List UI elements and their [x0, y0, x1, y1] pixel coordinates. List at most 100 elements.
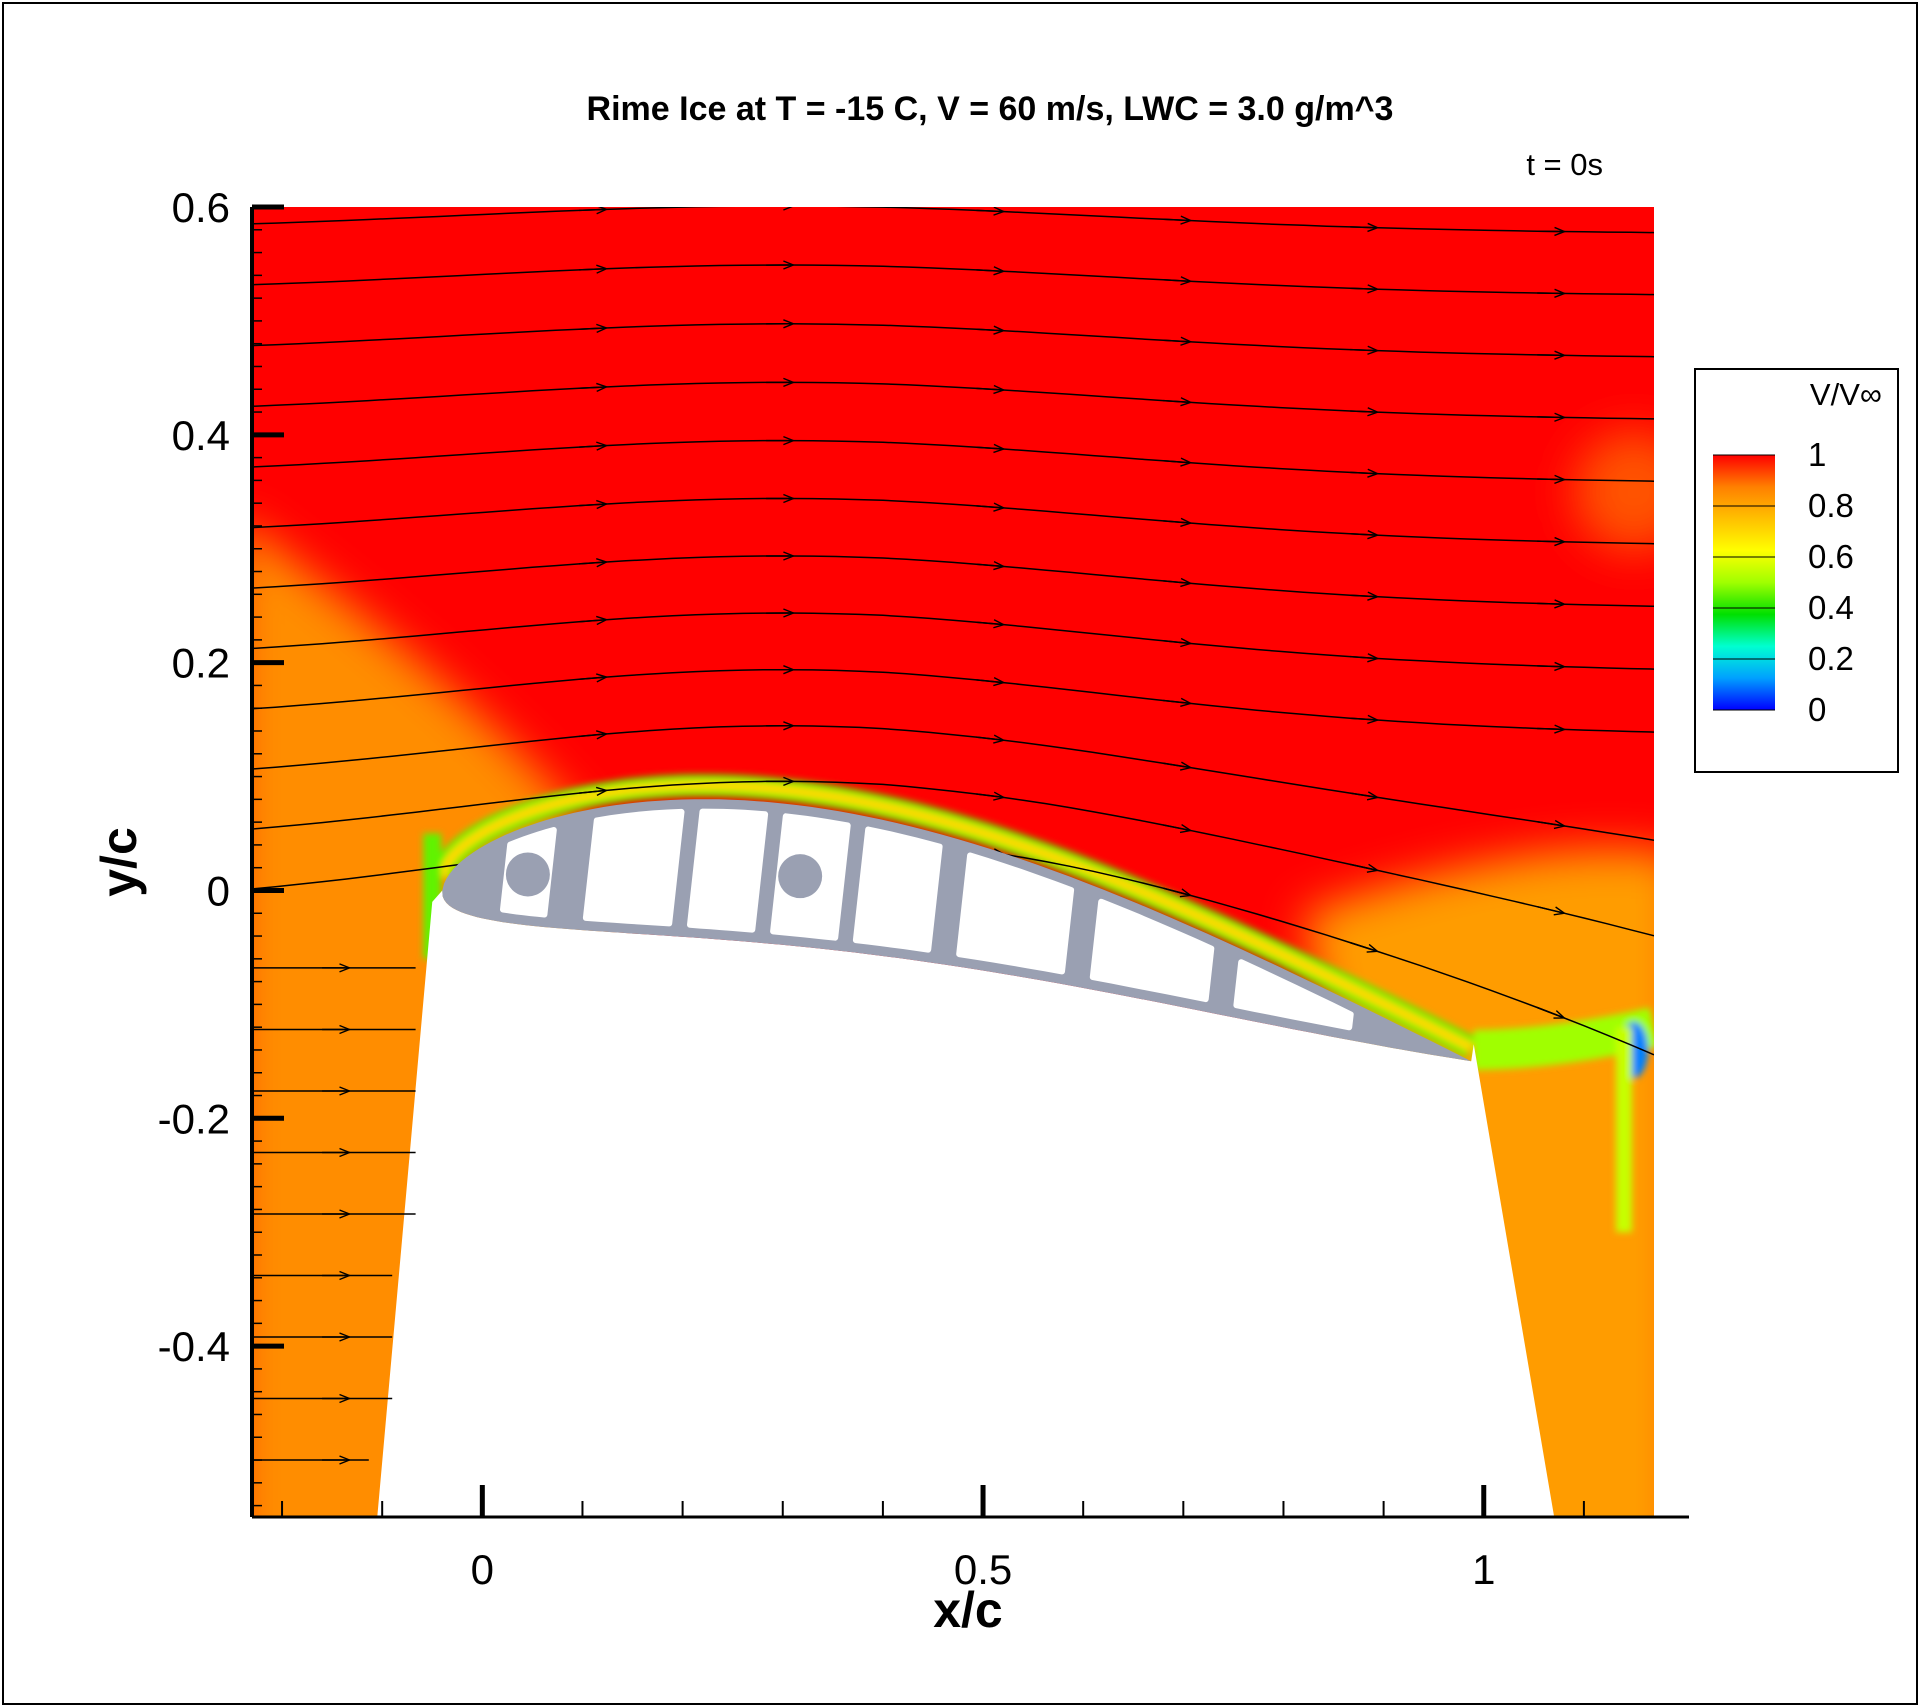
plot-area [252, 207, 1654, 1517]
streamline-arrow [976, 384, 1006, 395]
streamline-arrow [1163, 697, 1193, 708]
airfoil-cutout-hole [778, 854, 823, 899]
y-axis-label: y/c [91, 827, 147, 897]
streamline-arrow [579, 499, 609, 510]
colorbar-legend: V/V∞ 1 0.8 0.6 0.4 0.2 0 [1694, 368, 1899, 773]
streamline-arrow [579, 730, 609, 740]
time-label: t = 0s [1526, 147, 1603, 182]
shadow-region [377, 890, 1555, 1517]
streamline-arrow [1163, 215, 1193, 225]
airfoil-cutouts [500, 808, 1354, 1031]
y-tick-label: 0 [207, 867, 230, 914]
streamline [252, 555, 1654, 608]
axes: 0 0.5 1 0.6 0.4 0.2 0 -0.2 -0.4 [158, 184, 1689, 1593]
streamline-arrow [1163, 397, 1193, 407]
streamline-arrow [976, 791, 1006, 801]
x-tick-label: 1 [1472, 1546, 1495, 1593]
streamline-arrow [1163, 637, 1193, 648]
streamline-arrow [579, 786, 609, 796]
chart-title: Rime Ice at T = -15 C, V = 60 m/s, LWC =… [587, 90, 1394, 128]
streamline-arrow [579, 207, 609, 215]
streamline-arrow [1350, 791, 1380, 801]
streamline-arrow [1350, 407, 1380, 417]
streamline-arrow [579, 441, 609, 451]
airfoil-cutout [582, 808, 685, 927]
streamline-arrow [579, 673, 609, 683]
colorbar-ticks: 1 0.8 0.6 0.4 0.2 0 [1713, 436, 1854, 728]
streamline-arrow [1163, 336, 1193, 346]
streamline-arrow [1163, 577, 1193, 588]
streamline-arrow [579, 264, 609, 274]
streamline-arrow [1349, 941, 1380, 953]
streamline-arrow [1350, 284, 1380, 294]
colorbar-gradient [1713, 455, 1775, 710]
streamline [252, 725, 1654, 841]
y-tick-label: 0.6 [172, 184, 230, 231]
y-tick-label: 0.4 [172, 412, 230, 459]
streamline-arrow [579, 615, 609, 626]
streamline-arrow [579, 558, 609, 568]
streamline-arrow [1537, 474, 1567, 485]
streamline-arrow [976, 560, 1006, 571]
x-tick-label: 0.5 [954, 1546, 1012, 1593]
streamline-arrow [579, 323, 609, 334]
y-tick-label: 0.2 [172, 640, 230, 687]
colorbar-title: V/V∞ [1810, 377, 1882, 412]
streamline-arrow [976, 443, 1006, 454]
airfoil-cutout-hole [505, 852, 550, 897]
streamline-arrow [1537, 905, 1567, 916]
airfoil-cutout [687, 808, 769, 933]
streamline-arrow [976, 734, 1006, 744]
streamline-arrow [1163, 276, 1193, 286]
streamline [252, 497, 1654, 545]
colorbar-tick-label: 0.2 [1808, 640, 1854, 677]
x-axis-label: x/c [933, 1582, 1003, 1638]
streamline-arrow [976, 325, 1006, 335]
streamline [252, 381, 1654, 420]
streamline-arrow [1350, 468, 1380, 478]
streamline-arrow [1350, 653, 1380, 663]
colorbar-tick-label: 0.4 [1808, 589, 1854, 626]
streamline-arrow [1163, 887, 1193, 898]
streamline-arrow [976, 207, 1006, 216]
streamline [252, 668, 1654, 733]
streamline-arrow [1350, 222, 1380, 233]
colorbar-tick-label: 0.8 [1808, 487, 1854, 524]
y-tick-label: -0.4 [158, 1323, 230, 1370]
streamline-arrow [1537, 661, 1567, 672]
streamline-arrow [976, 266, 1006, 276]
boundary-layer [423, 774, 1654, 1233]
streamline-arrow [1163, 761, 1193, 771]
streamline-arrow [1537, 412, 1567, 422]
colorbar-tick-label: 0.6 [1808, 538, 1854, 575]
streamline [252, 780, 1654, 937]
streamline-arrow [1350, 530, 1380, 540]
streamline-arrow [1350, 863, 1380, 873]
streamline-arrow [1537, 599, 1567, 609]
streamline-arrow [1163, 517, 1193, 527]
streamline-arrow [1163, 457, 1193, 467]
streamline-arrow [1350, 591, 1380, 601]
x-tick-label: 0 [471, 1546, 494, 1593]
colorbar-tick-label: 1 [1808, 436, 1826, 473]
streamline-arrow [976, 502, 1006, 512]
streamline-arrow [1350, 345, 1380, 355]
streamline-arrow [976, 619, 1006, 629]
streamline-arrow [579, 382, 609, 393]
streamline [252, 323, 1654, 358]
airfoil-cutout [852, 826, 943, 953]
streamline-arrow [1537, 536, 1567, 547]
streamline [252, 264, 1654, 296]
streamline-arrow [976, 677, 1006, 687]
streamline [252, 439, 1654, 482]
airfoil-cutout [956, 852, 1075, 975]
streamline [252, 207, 1654, 234]
streamline-arrow [1537, 724, 1567, 734]
streamline [252, 612, 1654, 670]
airfoil-cutout [1089, 898, 1215, 1003]
airfoil-cutout [1233, 959, 1354, 1031]
streamline-arrow [1536, 1006, 1566, 1019]
colorbar-tick-label: 0 [1808, 691, 1826, 728]
streamline-arrow [1163, 824, 1193, 834]
